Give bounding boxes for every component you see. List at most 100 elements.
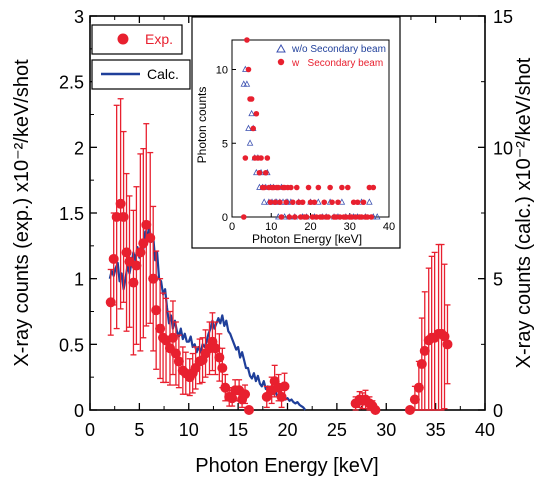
- inset-x-axis: 0 10 20 30 40: [229, 213, 395, 233]
- exp-point: [220, 382, 231, 393]
- y-left-tick-label: 0: [74, 401, 84, 421]
- inset-w-point: [333, 214, 339, 220]
- inset-w-point: [335, 199, 341, 206]
- inset-w-point: [315, 184, 322, 191]
- y-left-tick-label: 1: [74, 270, 84, 290]
- inset-wo-point: [248, 109, 255, 117]
- inset-w-point: [275, 184, 282, 191]
- inset-w-point: [248, 96, 255, 102]
- inset-w-point: [277, 199, 283, 206]
- inset-w-point: [262, 169, 269, 176]
- inset-w-point: [299, 199, 306, 206]
- inset-w-point: [261, 184, 267, 191]
- exp-series: [105, 98, 453, 415]
- inset-w-point: [244, 37, 250, 43]
- y-right-tick-label: 0: [493, 401, 503, 421]
- y-left-tick-label: 3: [74, 7, 84, 27]
- x-tick-label: 0: [85, 420, 95, 440]
- inset-w-point: [370, 184, 377, 191]
- inset-w-point: [337, 214, 343, 220]
- inset-w-point: [297, 214, 304, 220]
- exp-point: [151, 305, 162, 316]
- main-x-label: Photon Energy [keV]: [195, 455, 378, 477]
- inset-w-point: [307, 199, 314, 206]
- inset-w-point: [242, 155, 249, 161]
- x-tick-label: 20: [277, 420, 297, 440]
- inset-wo-point: [246, 139, 254, 146]
- exp-point: [279, 381, 290, 392]
- inset-wo-point: [240, 80, 248, 87]
- main-legend: Exp. Calc.: [91, 24, 191, 90]
- exp-point: [442, 339, 453, 350]
- inset-wo-point: [260, 198, 268, 205]
- x-tick-label: 25: [327, 420, 347, 440]
- inset-w-series: [240, 37, 377, 220]
- legend-exp-marker: [117, 33, 129, 45]
- inset-w-point: [309, 214, 316, 220]
- inset-w-point: [366, 184, 373, 191]
- y-right-tick-label: 15: [493, 7, 513, 27]
- inset-w-point: [311, 199, 318, 206]
- inset-legend: w/o Secondary beam w Secondary beam: [276, 43, 386, 69]
- inset-w-point: [267, 199, 274, 206]
- inset-legend-w-label: w Secondary beam: [291, 58, 383, 69]
- inset-w-point: [290, 199, 296, 206]
- x-tick-label: 15: [228, 420, 248, 440]
- inset-w-point: [313, 214, 320, 220]
- inset-w-point: [364, 214, 371, 220]
- legend-exp-box: [91, 24, 183, 55]
- inset-w-point: [286, 214, 293, 220]
- exp-point: [111, 211, 122, 222]
- inset-w-point: [303, 214, 310, 220]
- inset-w-point: [354, 199, 361, 206]
- main-left-y-label: X-ray counts (exp.) x10⁻²/keV/shot: [11, 59, 33, 367]
- inset-wo-point: [373, 213, 381, 220]
- main-right-y-label: X-ray counts (calc.) x10⁻²/keV/shot: [513, 57, 535, 368]
- inset-w-point: [327, 184, 333, 191]
- inset-w-point: [344, 184, 351, 191]
- inset-w-point: [253, 110, 260, 117]
- inset-x-tick-label: 40: [383, 221, 395, 233]
- inset-y-axis: 0 5 10: [216, 65, 236, 224]
- y-right-tick-label: 10: [493, 138, 513, 158]
- inset-w-point: [288, 184, 294, 191]
- inset-x-tick-label: 20: [304, 221, 316, 233]
- exp-point: [217, 362, 228, 373]
- inset-x-tick-label: 30: [344, 221, 356, 233]
- inset-x-tick-label: 0: [229, 221, 235, 233]
- inset-y-label: Photon counts: [195, 87, 209, 164]
- inset-w-point: [295, 199, 302, 206]
- inset-w-point: [264, 155, 271, 161]
- main-left-y-axis: 0 0.5 1 1.5 2 2.5 3: [59, 7, 97, 421]
- y-left-tick-label: 2: [74, 138, 84, 158]
- inset-w-point: [240, 214, 247, 220]
- inset-w-point: [348, 214, 355, 220]
- exp-point: [404, 405, 415, 415]
- inset-w-point: [283, 199, 289, 206]
- inset-x-label: Photon Energy [keV]: [252, 232, 362, 246]
- inset-w-point: [305, 184, 312, 191]
- inset-w-point: [278, 214, 285, 220]
- y-left-tick-label: 0.5: [59, 335, 84, 355]
- exp-point: [210, 343, 221, 354]
- y-left-tick-label: 2.5: [59, 73, 84, 93]
- inset-w-point: [325, 214, 331, 220]
- exp-point: [243, 405, 254, 415]
- inset-w-point: [250, 125, 256, 132]
- exp-point: [141, 219, 152, 230]
- inset-w-point: [368, 214, 375, 220]
- inset-w-point: [329, 199, 335, 206]
- exp-point: [409, 394, 420, 405]
- y-left-tick-label: 1.5: [59, 204, 84, 224]
- legend-exp-label: Exp.: [145, 31, 173, 47]
- inset-w-point: [352, 214, 359, 220]
- inset-w-point: [339, 184, 345, 191]
- inset-w-point: [272, 199, 278, 206]
- inset-legend-w-marker: [277, 58, 285, 66]
- inset-w-point: [256, 169, 263, 176]
- inset-legend-wo-marker: [276, 43, 286, 53]
- inset-outer-frame: [191, 16, 401, 249]
- inset-y-tick-label: 10: [216, 65, 228, 77]
- exp-point: [173, 356, 184, 367]
- inset-w-point: [350, 199, 357, 206]
